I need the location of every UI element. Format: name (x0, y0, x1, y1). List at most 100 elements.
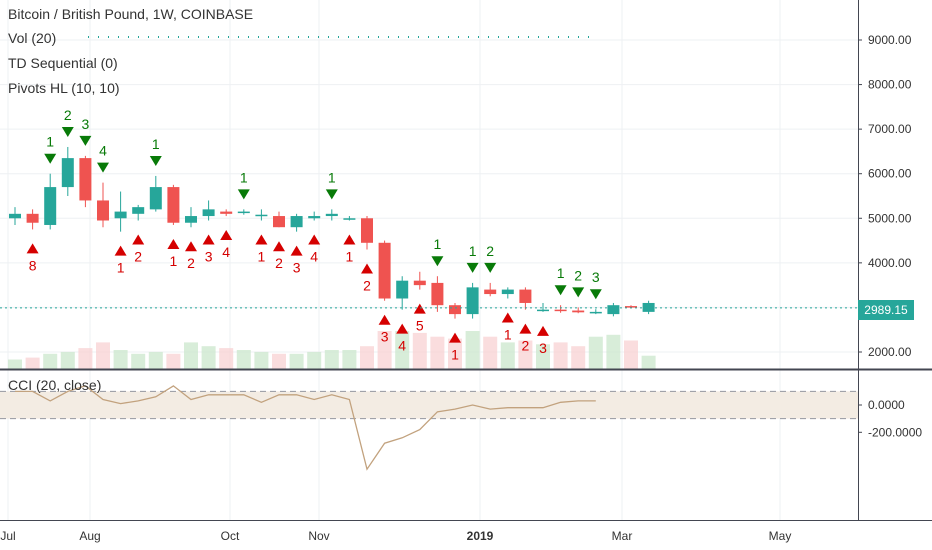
volume-bars (8, 331, 656, 369)
volume-bar (25, 357, 40, 369)
volume-bar (113, 350, 128, 369)
indicator-volume[interactable]: Vol (20) (8, 30, 57, 46)
td-buy-triangle (449, 332, 461, 343)
volume-bar (536, 344, 550, 369)
candle-body (114, 211, 127, 219)
volume-bar (571, 346, 586, 369)
symbol-title[interactable]: Bitcoin / British Pound, 1W, COINBASE (8, 6, 254, 22)
volume-bar (96, 342, 110, 369)
td-buy-count: 3 (539, 340, 547, 356)
grid-lines (0, 0, 858, 520)
td-sell-triangle (79, 135, 92, 146)
volume-bar (272, 353, 286, 369)
indicator-cci[interactable]: CCI (20, close) (8, 377, 102, 393)
td-buy-count: 4 (310, 249, 318, 265)
volume-bar (166, 353, 181, 369)
td-sell-triangle (149, 155, 162, 166)
td-sell-triangle (466, 262, 479, 273)
td-buy-count: 2 (363, 277, 371, 293)
volume-bar (60, 351, 75, 369)
time-tick-label: 2019 (467, 529, 494, 543)
td-sell-count: 1 (557, 265, 565, 281)
td-buy-triangle (308, 234, 321, 245)
volume-bar (448, 338, 462, 369)
cci-tick-label: 0.0000 (868, 398, 905, 412)
td-sell-count: 2 (486, 243, 494, 259)
candle-body (220, 211, 233, 214)
td-buy-count: 1 (346, 249, 354, 265)
td-sell-triangle (237, 189, 250, 200)
candle-body (79, 158, 92, 201)
candle-body (378, 242, 391, 299)
volume-bar (624, 340, 638, 369)
td-sell-count: 1 (240, 169, 248, 185)
candle-body (361, 218, 373, 243)
candle-body (501, 289, 514, 295)
td-sell-count: 4 (99, 143, 107, 159)
td-sell-triangle (44, 153, 57, 164)
td-buy-triangle (537, 325, 549, 336)
candle-body (625, 306, 637, 308)
td-sell-triangle (572, 287, 585, 298)
time-tick-label: Mar (612, 529, 633, 543)
price-tick-label: 7000.00 (868, 122, 912, 136)
candle-body (132, 207, 145, 214)
candle-body (290, 216, 303, 228)
candle-body (308, 216, 321, 219)
candle-body (484, 289, 497, 295)
td-buy-triangle (501, 312, 514, 323)
td-buy-triangle (361, 263, 373, 274)
candle-body (519, 289, 532, 303)
td-buy-count: 1 (170, 253, 178, 269)
td-buy-count: 3 (293, 260, 301, 276)
candle-body (449, 305, 461, 315)
volume-bar (8, 359, 22, 369)
candle-body (61, 158, 74, 188)
volume-bar (131, 353, 146, 369)
td-buy-count: 4 (222, 244, 230, 260)
volume-bar (465, 331, 480, 369)
td-sell-triangle (589, 289, 602, 300)
volume-bar (184, 342, 198, 369)
price-tick-label: 4000.00 (868, 256, 912, 270)
volume-bar (377, 331, 392, 369)
candle-body (396, 280, 409, 299)
volume-bar (518, 340, 533, 369)
volume-bar (43, 353, 58, 369)
td-buy-triangle (220, 230, 233, 241)
cci-line (15, 385, 596, 471)
volume-bar (201, 346, 216, 369)
td-buy-count: 8 (29, 257, 37, 273)
td-sell-count: 1 (434, 236, 442, 252)
price-tick-label: 8000.00 (868, 78, 912, 92)
cci-band (0, 391, 858, 419)
td-sell-triangle (325, 189, 338, 200)
td-buy-triangle (255, 234, 268, 245)
td-sell-count: 2 (574, 267, 582, 283)
candle-body (537, 309, 549, 312)
time-tick-label: May (769, 529, 792, 543)
td-sell-triangle (61, 126, 74, 137)
volume-bar (219, 348, 234, 369)
volume-bar (641, 355, 656, 369)
td-buy-count: 4 (398, 338, 406, 354)
volume-bar (395, 331, 410, 369)
volume-bar (254, 351, 269, 369)
candle-body (255, 214, 268, 217)
volume-bar (553, 342, 568, 369)
td-buy-triangle (26, 243, 39, 254)
candle-body (413, 280, 426, 286)
candle-body (431, 282, 444, 306)
time-tick-label: Aug (79, 529, 100, 543)
indicator-pivots[interactable]: Pivots HL (10, 10) (8, 80, 120, 96)
volume-bar (588, 336, 603, 369)
volume-bar (483, 336, 498, 369)
candle-body (642, 302, 655, 312)
td-buy-triangle (167, 238, 180, 249)
candle-body (325, 213, 338, 217)
td-buy-triangle (132, 234, 145, 245)
indicator-td-sequential[interactable]: TD Sequential (0) (8, 55, 118, 71)
